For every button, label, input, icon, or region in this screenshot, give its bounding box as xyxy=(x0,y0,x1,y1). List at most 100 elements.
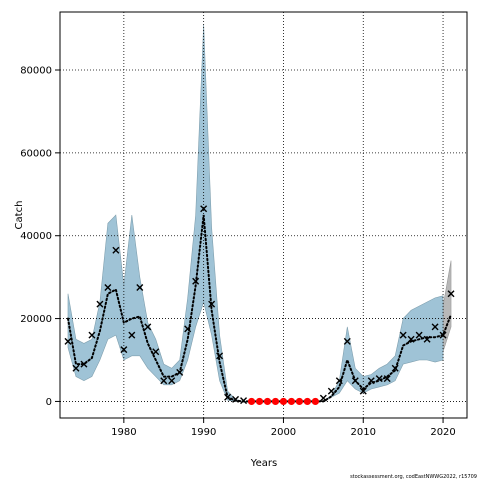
observed-marker xyxy=(200,205,208,213)
excluded-marker xyxy=(287,397,296,406)
confidence-band-layer xyxy=(67,24,452,402)
observed-marker xyxy=(319,394,327,402)
observed-marker-stroke xyxy=(240,397,248,405)
excluded-marker xyxy=(263,397,272,406)
observed-marker-stroke xyxy=(104,284,112,291)
y-tick-label: 0 xyxy=(46,397,52,408)
observed-marker-stroke xyxy=(128,331,136,339)
observed-marker xyxy=(415,331,423,339)
y-axis-title: Catch xyxy=(14,201,25,230)
observed-marker xyxy=(407,335,415,343)
observed-marker-stroke xyxy=(319,394,327,402)
observed-marker xyxy=(144,323,152,331)
observed-marker xyxy=(208,300,216,308)
observed-marker xyxy=(327,387,335,395)
y-tick-label: 40000 xyxy=(20,231,52,242)
observed-marker xyxy=(359,387,367,395)
observed-marker-stroke xyxy=(367,377,375,385)
y-tick-label: 80000 xyxy=(20,66,52,77)
observed-marker-stroke xyxy=(176,368,184,376)
marker-layer xyxy=(64,205,455,406)
observed-marker xyxy=(88,331,96,339)
excluded-marker xyxy=(247,397,256,406)
observed-marker xyxy=(351,377,359,385)
observed-marker-stroke xyxy=(431,323,439,331)
observed-marker xyxy=(104,284,112,291)
excluded-marker xyxy=(255,397,264,406)
x-tick-label: 2020 xyxy=(430,427,455,438)
observed-marker-stroke xyxy=(112,246,120,254)
observed-marker xyxy=(335,377,343,385)
x-tick-label: 2010 xyxy=(351,427,376,438)
y-tick-label: 60000 xyxy=(20,148,52,159)
observed-marker-stroke xyxy=(415,331,423,339)
observed-marker xyxy=(120,346,128,354)
tick-layer: 1980 1990 2000 2010 2020 0 20000 40000 60000 8000… xyxy=(20,66,456,439)
observed-marker-stroke xyxy=(168,377,176,385)
observed-marker xyxy=(128,331,136,339)
observed-marker xyxy=(439,331,447,339)
excluded-marker xyxy=(279,397,288,406)
observed-marker-stroke xyxy=(439,331,447,339)
observed-marker-stroke xyxy=(359,387,367,395)
excluded-marker xyxy=(271,397,280,406)
observed-marker xyxy=(232,395,240,403)
observed-marker-stroke xyxy=(152,348,160,356)
observed-marker-stroke xyxy=(224,393,232,401)
observed-marker-stroke xyxy=(216,352,224,360)
observed-marker-stroke xyxy=(232,395,240,403)
observed-marker xyxy=(176,368,184,376)
observed-marker-stroke xyxy=(160,377,168,385)
plot-frame xyxy=(59,11,468,419)
observed-marker xyxy=(391,364,399,372)
observed-marker xyxy=(383,375,391,383)
observed-marker-stroke xyxy=(120,346,128,354)
x-tick-label: 1980 xyxy=(111,427,136,438)
observed-marker-stroke xyxy=(80,360,88,368)
confidence-band xyxy=(67,24,444,402)
observed-marker xyxy=(367,377,375,385)
observed-marker-stroke xyxy=(335,377,343,385)
observed-marker xyxy=(184,325,192,333)
observed-marker xyxy=(112,246,120,254)
observed-marker xyxy=(447,290,455,298)
observed-marker-stroke xyxy=(343,337,351,345)
observed-marker xyxy=(136,284,144,291)
observed-marker xyxy=(224,393,232,401)
observed-marker-stroke xyxy=(447,290,455,298)
observed-marker xyxy=(216,352,224,360)
observed-marker xyxy=(399,331,407,339)
x-tick-label: 2000 xyxy=(271,427,296,438)
observed-marker-stroke xyxy=(88,331,96,339)
observed-marker xyxy=(64,337,72,345)
observed-marker-stroke xyxy=(64,337,72,345)
observed-marker-stroke xyxy=(407,335,415,343)
observed-marker-stroke xyxy=(184,325,192,333)
observed-marker-stroke xyxy=(72,364,80,372)
observed-marker xyxy=(240,397,248,405)
observed-marker-stroke xyxy=(192,277,200,285)
observed-marker-stroke xyxy=(200,205,208,213)
observed-marker xyxy=(375,375,383,383)
observed-marker xyxy=(168,377,176,385)
observed-marker xyxy=(152,348,160,356)
observed-marker-stroke xyxy=(375,375,383,383)
observed-marker xyxy=(343,337,351,345)
excluded-marker xyxy=(303,397,311,406)
grid-layer xyxy=(60,12,467,418)
observed-marker xyxy=(431,323,439,331)
observed-marker xyxy=(160,377,168,385)
observed-marker-stroke xyxy=(136,284,144,291)
observed-marker xyxy=(192,277,200,285)
x-axis-title: Years xyxy=(250,458,277,469)
observed-marker-stroke xyxy=(96,300,104,308)
y-tick-label: 20000 xyxy=(20,314,52,325)
observed-marker-stroke xyxy=(351,377,359,385)
observed-marker-stroke xyxy=(423,335,431,343)
observed-marker-stroke xyxy=(144,323,152,331)
observed-marker-stroke xyxy=(391,364,399,372)
observed-marker xyxy=(96,300,104,308)
source-footer: stockassessment.org, codEastNWWG2022, r1… xyxy=(350,474,477,480)
projection-band xyxy=(442,260,452,352)
